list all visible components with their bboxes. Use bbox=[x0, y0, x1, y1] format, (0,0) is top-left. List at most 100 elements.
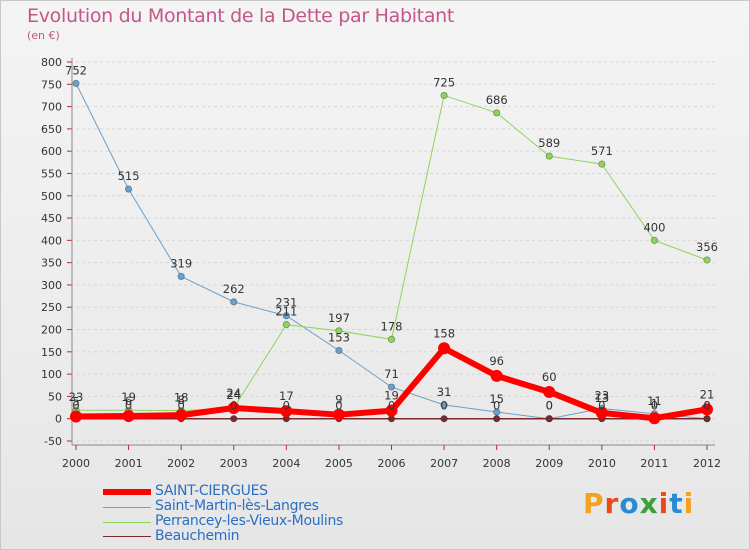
x-tick-label: 2008 bbox=[483, 457, 511, 470]
data-label: 13 bbox=[595, 391, 610, 405]
data-point bbox=[493, 415, 501, 423]
y-tick-label: 150 bbox=[41, 346, 62, 359]
legend-swatch bbox=[103, 506, 151, 508]
data-point bbox=[177, 272, 185, 281]
data-point bbox=[175, 409, 188, 422]
logo-letter: P bbox=[583, 487, 605, 520]
data-label: 262 bbox=[223, 282, 245, 296]
y-tick-label: 550 bbox=[41, 167, 62, 180]
data-point bbox=[282, 312, 290, 320]
data-point bbox=[122, 410, 135, 423]
chart-title: Evolution du Montant de la Dette par Hab… bbox=[27, 5, 455, 27]
legend-swatch bbox=[103, 536, 151, 538]
y-tick-label: 200 bbox=[41, 324, 62, 337]
data-label: 0 bbox=[125, 399, 132, 413]
data-point bbox=[598, 160, 606, 168]
data-label: 153 bbox=[328, 330, 350, 344]
y-tick-label: 100 bbox=[41, 368, 62, 381]
data-label: 0 bbox=[440, 399, 447, 413]
data-point bbox=[490, 369, 503, 382]
data-label: 400 bbox=[643, 220, 665, 234]
data-point bbox=[124, 185, 133, 193]
x-tick-label: 2010 bbox=[588, 457, 616, 470]
legend-swatch bbox=[103, 521, 151, 523]
logo-letter: x bbox=[639, 487, 659, 520]
data-point bbox=[438, 342, 451, 355]
data-label: 19 bbox=[121, 390, 136, 404]
proxiti-logo: Proxiti bbox=[583, 487, 694, 520]
data-label: 571 bbox=[591, 144, 613, 158]
x-tick-label: 2005 bbox=[325, 457, 353, 470]
data-label: 23 bbox=[69, 390, 84, 404]
data-label: 0 bbox=[230, 399, 237, 413]
data-point bbox=[335, 327, 343, 335]
y-tick-label: 650 bbox=[41, 123, 62, 136]
data-label: 231 bbox=[275, 296, 297, 310]
data-label: 686 bbox=[486, 93, 508, 107]
data-label: 0 bbox=[651, 399, 658, 413]
data-label: 21 bbox=[700, 387, 715, 401]
data-label: 0 bbox=[388, 399, 395, 413]
logo-letter: r bbox=[604, 487, 620, 520]
x-tick-label: 2002 bbox=[167, 457, 195, 470]
data-label: 23 bbox=[595, 388, 610, 402]
data-point bbox=[332, 408, 345, 421]
data-point bbox=[230, 415, 238, 423]
logo-letter: i bbox=[658, 487, 670, 520]
y-tick-label: 250 bbox=[41, 301, 62, 314]
data-label: 24 bbox=[226, 386, 241, 400]
line-chart: -500501001502002503003504004505005506006… bbox=[41, 56, 721, 470]
x-tick-label: 2011 bbox=[640, 457, 668, 470]
data-point bbox=[387, 335, 396, 343]
data-point bbox=[493, 408, 501, 416]
x-tick-label: 2004 bbox=[272, 457, 300, 470]
y-tick-label: 450 bbox=[41, 212, 62, 225]
data-label: 18 bbox=[174, 391, 189, 405]
data-label: 71 bbox=[384, 367, 399, 381]
x-tick-label: 2001 bbox=[115, 457, 143, 470]
axes: -500501001502002503003504004505005506006… bbox=[41, 56, 721, 470]
y-tick-label: 50 bbox=[48, 390, 62, 403]
data-point bbox=[701, 403, 713, 416]
data-point bbox=[230, 298, 238, 306]
data-label: 60 bbox=[542, 370, 557, 384]
x-tick-label: 2003 bbox=[220, 457, 248, 470]
series-line bbox=[75, 94, 708, 412]
data-point bbox=[703, 415, 711, 423]
data-label: 319 bbox=[170, 256, 192, 270]
y-tick-label: 800 bbox=[41, 56, 62, 69]
data-label: 515 bbox=[118, 169, 140, 183]
data-label: 5 bbox=[72, 394, 79, 408]
data-label: 8 bbox=[178, 393, 185, 407]
data-point bbox=[385, 404, 398, 417]
data-label: 0 bbox=[703, 399, 710, 413]
data-point bbox=[648, 412, 661, 425]
data-label: 17 bbox=[279, 389, 294, 403]
grid-lines bbox=[76, 61, 715, 442]
data-label: 0 bbox=[546, 399, 553, 413]
data-label: 15 bbox=[489, 392, 504, 406]
data-point bbox=[335, 346, 343, 355]
data-label: 211 bbox=[275, 305, 297, 319]
data-label: 9 bbox=[335, 393, 342, 407]
data-label: 197 bbox=[328, 311, 350, 325]
x-tick-label: 2006 bbox=[378, 457, 406, 470]
data-label: 589 bbox=[538, 136, 560, 150]
data-label: 0 bbox=[178, 399, 185, 413]
x-tick-label: 2007 bbox=[430, 457, 458, 470]
data-label: 96 bbox=[489, 354, 504, 368]
data-point bbox=[545, 152, 553, 160]
y-tick-label: 350 bbox=[41, 257, 62, 270]
data-label: 0 bbox=[703, 399, 710, 413]
data-label: 356 bbox=[696, 240, 718, 254]
x-tick-label: 2012 bbox=[693, 457, 721, 470]
data-point bbox=[545, 415, 553, 423]
data-label: 0 bbox=[283, 399, 290, 413]
data-point bbox=[70, 410, 82, 423]
x-tick-label: 2009 bbox=[535, 457, 563, 470]
data-label: 178 bbox=[381, 319, 403, 333]
logo-letter: o bbox=[619, 487, 640, 520]
data-label: 19 bbox=[384, 389, 399, 403]
data-label: 24 bbox=[226, 388, 241, 402]
